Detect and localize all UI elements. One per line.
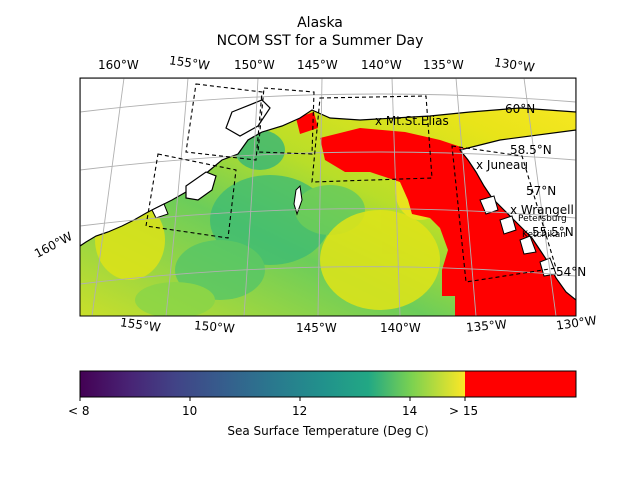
colorbar-tick-label: 10 — [182, 404, 198, 418]
top-lon-label: 160°W — [98, 58, 139, 72]
map-frame — [79, 77, 577, 317]
lat-label: 54°N — [556, 265, 587, 279]
top-lon-label: 135°W — [423, 58, 464, 72]
place-label-mt-st-elias: x Mt.St.Elias — [375, 114, 449, 128]
coastal-islands — [151, 184, 557, 277]
colorbar-frame — [79, 370, 577, 398]
lat-label: 55.5°N — [532, 225, 574, 239]
map-title: Alaska — [297, 15, 343, 31]
lat-label: 60°N — [505, 102, 536, 116]
colorbar-overflow — [465, 371, 576, 397]
land-se-alaska — [458, 129, 576, 301]
lat-label: 58.5°N — [510, 143, 552, 157]
place-label-ketchikan: Ketchikan — [522, 230, 566, 240]
lat-label: 57°N — [526, 184, 557, 198]
place-label-juneau: x Juneau — [476, 158, 529, 172]
colorbar-label: Sea Surface Temperature (Deg C) — [227, 424, 429, 438]
top-lon-label: 140°W — [361, 58, 402, 72]
land-mainland — [80, 78, 576, 247]
colorbar-ticks — [79, 397, 466, 401]
top-lon-label: 150°W — [234, 58, 275, 72]
colorbar-tick-label: < 8 — [68, 404, 90, 418]
graticule — [80, 78, 576, 316]
bottom-lon-label: 145°W — [296, 321, 337, 335]
bottom-lon-label: 140°W — [380, 321, 421, 335]
colorbar-tick-label: > 15 — [449, 404, 479, 418]
map-subtitle: NCOM SST for a Summer Day — [216, 33, 424, 49]
top-lon-label: 145°W — [297, 58, 338, 72]
place-label-wrangell: x Wrangell — [510, 203, 574, 217]
colorbar-gradient — [80, 371, 465, 397]
colorbar-tick-label: 12 — [292, 404, 308, 418]
land-kenai — [225, 99, 271, 137]
land-kodiak-island — [185, 171, 217, 201]
place-label-petersburg: Petersburg — [518, 214, 567, 224]
colorbar-tick-label: 14 — [402, 404, 418, 418]
study-region-boxes — [145, 83, 557, 283]
